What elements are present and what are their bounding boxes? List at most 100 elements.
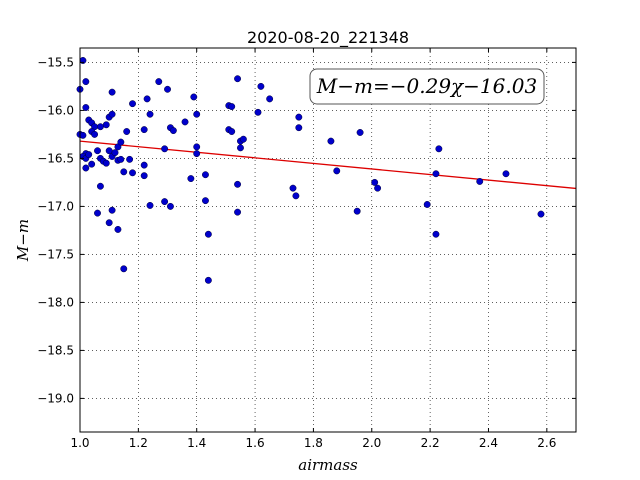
data-point: [102, 121, 110, 129]
data-point: [105, 219, 113, 227]
data-point: [356, 129, 364, 136]
data-point: [82, 78, 90, 86]
data-point: [140, 161, 148, 169]
data-point: [129, 100, 136, 108]
ticks: 1.0 1.2 1.4 1.6 1.8 2.0 2.2 2.4 2.6 −15.5 −16.0 −16…: [37, 48, 576, 450]
y-tick-label: −16.0: [37, 103, 74, 117]
data-point: [117, 155, 125, 163]
data-point: [88, 160, 96, 168]
data-point: [108, 110, 116, 118]
data-point: [108, 206, 116, 214]
data-point: [181, 118, 189, 126]
x-tick-label: 1.6: [246, 436, 265, 450]
data-point: [85, 151, 93, 159]
x-axis-label: airmass: [298, 456, 358, 474]
data-point: [102, 159, 110, 167]
data-point: [193, 143, 201, 151]
data-point: [502, 170, 510, 178]
x-tick-label: 2.0: [362, 436, 381, 450]
y-tick-label: −15.5: [37, 55, 74, 69]
data-point: [187, 175, 195, 183]
y-tick-label: −18.5: [37, 343, 74, 357]
data-point: [164, 85, 171, 93]
data-point: [432, 230, 440, 238]
data-point: [234, 180, 242, 188]
x-tick-label: 1.2: [129, 436, 148, 450]
data-point: [146, 110, 154, 118]
data-point: [120, 265, 128, 273]
data-point: [111, 149, 119, 157]
data-point: [82, 104, 90, 111]
data-point: [140, 172, 148, 180]
points-layer: [76, 57, 545, 284]
data-point: [476, 177, 484, 185]
data-point: [146, 201, 154, 209]
data-point: [204, 230, 212, 238]
data-point: [155, 78, 163, 86]
data-point: [94, 209, 101, 217]
data-point: [140, 126, 148, 134]
data-point: [234, 75, 242, 83]
data-point: [228, 128, 236, 135]
annotation-text: M−m=−0.29χ−16.03: [316, 74, 537, 98]
data-point: [371, 178, 379, 186]
y-tick-label: −18.0: [37, 295, 74, 309]
data-point: [237, 144, 244, 152]
y-tick-label: −17.0: [37, 199, 74, 213]
x-tick-label: 2.2: [421, 436, 440, 450]
data-point: [202, 197, 209, 205]
y-tick-label: −16.5: [37, 151, 74, 165]
data-point: [333, 167, 341, 175]
data-point: [257, 82, 265, 90]
data-point: [169, 127, 177, 135]
data-point: [126, 155, 134, 163]
chart-title: 2020-08-20_221348: [247, 28, 409, 48]
annotation-frame: [309, 68, 545, 105]
y-axis-label: M−m: [14, 219, 32, 262]
y-tick-label: −17.5: [37, 247, 74, 261]
data-point: [82, 164, 90, 172]
data-point: [105, 147, 113, 155]
plot-frame: [79, 47, 577, 433]
data-point: [254, 108, 262, 116]
data-point: [161, 198, 169, 206]
data-point: [129, 169, 136, 177]
x-tick-label: 2.6: [537, 436, 556, 450]
data-point: [161, 145, 169, 153]
data-point: [123, 128, 131, 135]
data-point: [193, 110, 201, 118]
data-point: [91, 130, 99, 138]
data-point: [204, 276, 212, 284]
data-point: [234, 208, 242, 216]
y-tick-label: −19.0: [37, 391, 74, 405]
data-point: [190, 93, 198, 101]
data-point: [537, 210, 545, 218]
x-tick-label: 1.4: [187, 436, 206, 450]
data-point: [228, 103, 236, 111]
data-point: [166, 202, 174, 210]
data-point: [353, 207, 361, 215]
data-point: [292, 192, 300, 200]
data-point: [94, 147, 101, 155]
x-tick-label: 1.0: [70, 436, 89, 450]
data-point: [239, 135, 247, 143]
data-point: [435, 145, 443, 153]
data-point: [96, 123, 104, 131]
data-point: [295, 113, 303, 121]
data-point: [327, 137, 335, 145]
data-point: [143, 95, 151, 103]
data-point: [96, 182, 104, 190]
x-tick-label: 1.8: [304, 436, 323, 450]
fit-annotation: M−m=−0.29χ−16.03: [309, 68, 545, 105]
data-point: [117, 138, 125, 146]
x-tick-label: 2.4: [479, 436, 498, 450]
data-point: [423, 201, 431, 208]
data-point: [114, 225, 122, 233]
data-point: [266, 95, 274, 103]
data-point: [193, 150, 201, 158]
data-point: [295, 124, 303, 132]
data-point: [289, 184, 297, 192]
data-point: [79, 131, 87, 139]
data-point: [202, 171, 209, 179]
